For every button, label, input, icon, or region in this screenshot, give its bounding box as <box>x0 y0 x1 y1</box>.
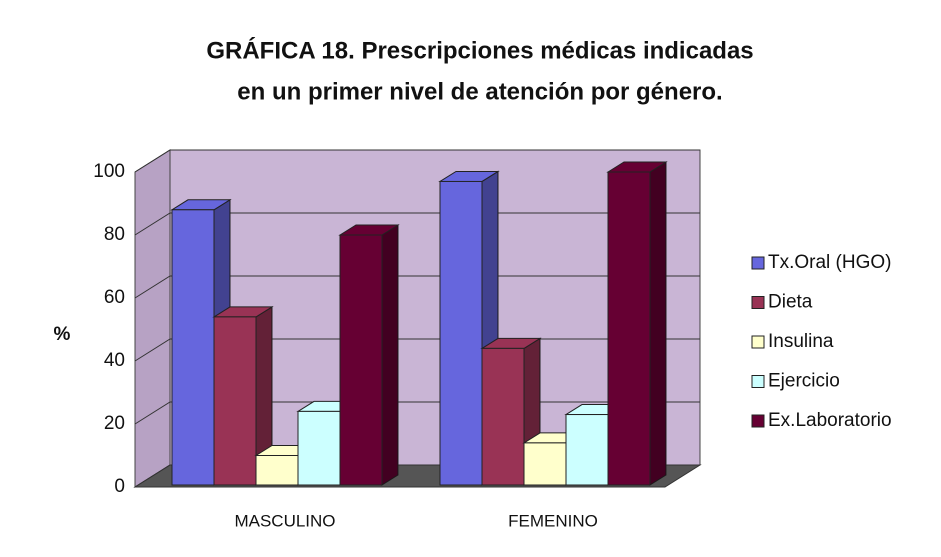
bar <box>481 347 525 486</box>
grid-line <box>134 212 700 236</box>
legend-swatch <box>751 296 765 309</box>
bar-side-shade <box>382 225 398 485</box>
chart-title: GRÁFICA 18. Prescripciones médicas indic… <box>206 36 753 64</box>
bar <box>297 410 341 486</box>
grid-line <box>134 275 700 299</box>
bar <box>339 234 383 486</box>
y-axis-label: % <box>54 324 71 345</box>
legend-swatch <box>751 414 765 428</box>
bar <box>523 442 567 486</box>
legend-label: Tx.Oral (HGO) <box>768 252 892 273</box>
legend-label: Insulina <box>768 331 834 352</box>
y-tick-label: 100 <box>93 161 125 182</box>
y-tick-label: 60 <box>104 287 125 308</box>
y-tick-label: 0 <box>114 476 125 497</box>
legend-label: Ex.Laboratorio <box>768 410 892 431</box>
legend-label: Ejercicio <box>768 371 840 392</box>
bar <box>565 414 609 486</box>
side-wall <box>134 149 171 488</box>
bar-side-shade <box>650 162 666 485</box>
y-tick-label: 20 <box>104 413 125 434</box>
bar <box>213 316 257 486</box>
legend-label: Dieta <box>768 292 813 313</box>
legend-swatch <box>751 375 765 388</box>
y-tick-label: 80 <box>104 224 125 245</box>
bar <box>607 171 651 486</box>
grid-line <box>134 149 700 173</box>
bar <box>439 180 483 486</box>
bar <box>255 455 299 486</box>
legend-swatch <box>751 256 765 270</box>
bar-side-shade <box>256 306 272 485</box>
legend-swatch <box>751 335 765 349</box>
y-tick-label: 40 <box>104 350 125 371</box>
bar <box>171 209 215 486</box>
chart-title: en un primer nivel de atención por géner… <box>237 78 722 105</box>
x-tick-label: MASCULINO <box>234 511 335 530</box>
x-tick-label: FEMENINO <box>508 511 598 530</box>
